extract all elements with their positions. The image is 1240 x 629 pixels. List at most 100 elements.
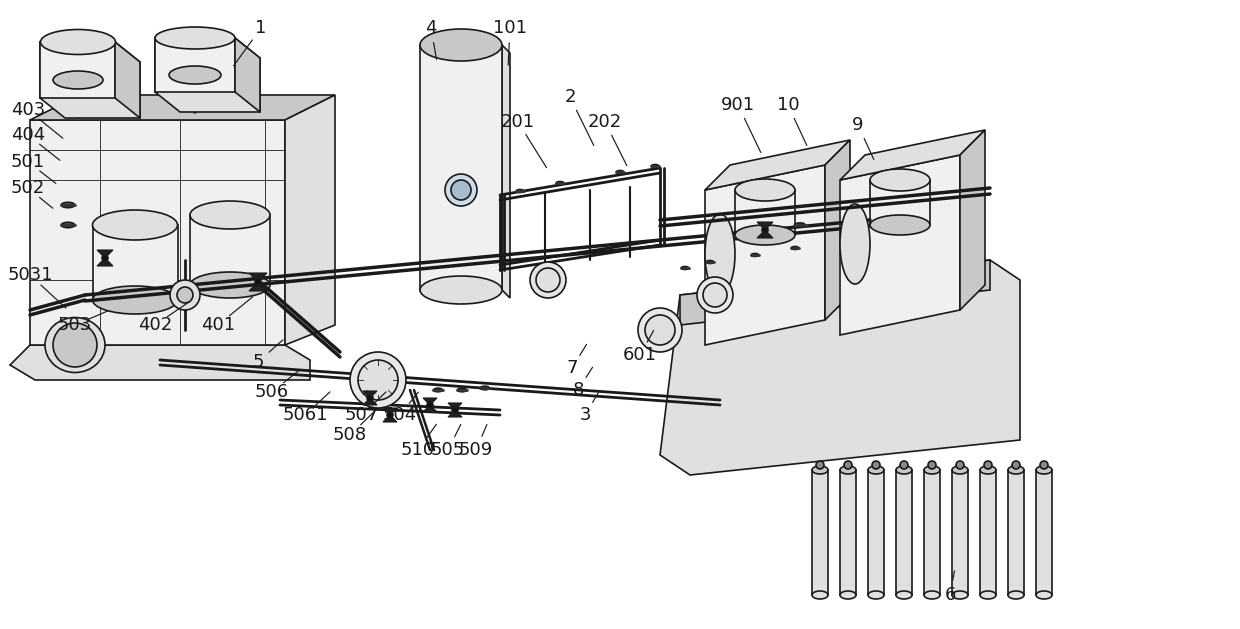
Text: 402: 402 xyxy=(138,316,172,334)
Ellipse shape xyxy=(980,591,996,599)
Ellipse shape xyxy=(1035,591,1052,599)
Circle shape xyxy=(350,352,405,408)
Polygon shape xyxy=(423,405,436,412)
Ellipse shape xyxy=(420,276,502,304)
Text: 509: 509 xyxy=(459,441,494,459)
Ellipse shape xyxy=(868,591,884,599)
Circle shape xyxy=(536,268,560,292)
Circle shape xyxy=(816,461,825,469)
Polygon shape xyxy=(93,225,179,300)
Polygon shape xyxy=(1035,470,1052,595)
Polygon shape xyxy=(924,470,940,595)
Text: 507: 507 xyxy=(345,406,379,424)
Ellipse shape xyxy=(61,203,74,208)
Polygon shape xyxy=(706,140,849,190)
Circle shape xyxy=(639,308,682,352)
Ellipse shape xyxy=(481,386,490,390)
Circle shape xyxy=(985,461,992,469)
Polygon shape xyxy=(285,95,335,345)
Text: 101: 101 xyxy=(494,19,527,37)
Text: 2: 2 xyxy=(564,88,575,106)
Polygon shape xyxy=(812,470,828,595)
Ellipse shape xyxy=(812,591,828,599)
Text: 601: 601 xyxy=(622,346,657,364)
Polygon shape xyxy=(115,42,140,118)
Circle shape xyxy=(358,360,398,400)
Ellipse shape xyxy=(751,253,759,257)
Polygon shape xyxy=(30,95,335,120)
Polygon shape xyxy=(363,391,377,398)
Ellipse shape xyxy=(45,318,105,372)
Ellipse shape xyxy=(839,591,856,599)
Ellipse shape xyxy=(868,466,884,474)
Circle shape xyxy=(697,277,733,313)
Text: 510: 510 xyxy=(401,441,435,459)
Circle shape xyxy=(387,412,393,418)
Text: 504: 504 xyxy=(383,406,417,424)
Ellipse shape xyxy=(169,66,221,84)
Ellipse shape xyxy=(420,29,502,61)
Circle shape xyxy=(844,461,852,469)
Text: 10: 10 xyxy=(776,96,800,114)
Text: 4: 4 xyxy=(425,19,436,37)
Polygon shape xyxy=(363,398,377,405)
Ellipse shape xyxy=(706,214,735,294)
Ellipse shape xyxy=(839,204,870,284)
Circle shape xyxy=(956,461,963,469)
Ellipse shape xyxy=(557,182,564,184)
Circle shape xyxy=(177,287,193,303)
Polygon shape xyxy=(660,260,1021,475)
Polygon shape xyxy=(960,130,985,310)
Ellipse shape xyxy=(516,189,523,192)
Ellipse shape xyxy=(651,165,658,167)
Text: 3: 3 xyxy=(579,406,590,424)
Polygon shape xyxy=(448,403,463,410)
Ellipse shape xyxy=(61,222,74,228)
Polygon shape xyxy=(97,250,113,258)
Circle shape xyxy=(451,180,471,200)
Ellipse shape xyxy=(458,388,466,392)
Polygon shape xyxy=(735,190,795,235)
Text: 202: 202 xyxy=(588,113,622,131)
Text: 1: 1 xyxy=(255,19,267,37)
Text: 7: 7 xyxy=(567,359,578,377)
Text: 9: 9 xyxy=(852,116,864,134)
Text: 404: 404 xyxy=(11,126,45,144)
Ellipse shape xyxy=(1008,466,1024,474)
Polygon shape xyxy=(839,470,856,595)
Polygon shape xyxy=(10,345,310,380)
Text: 5: 5 xyxy=(252,353,264,371)
Ellipse shape xyxy=(980,466,996,474)
Ellipse shape xyxy=(190,272,270,298)
Ellipse shape xyxy=(897,466,911,474)
Polygon shape xyxy=(420,45,502,290)
Ellipse shape xyxy=(952,466,968,474)
Circle shape xyxy=(255,279,260,285)
Polygon shape xyxy=(839,155,960,335)
Text: 503: 503 xyxy=(58,316,92,334)
Ellipse shape xyxy=(839,466,856,474)
Ellipse shape xyxy=(795,223,805,227)
Polygon shape xyxy=(236,38,260,112)
Circle shape xyxy=(453,407,458,413)
Polygon shape xyxy=(249,273,267,282)
Text: 6: 6 xyxy=(945,586,956,604)
Circle shape xyxy=(703,283,727,307)
Ellipse shape xyxy=(93,210,177,240)
Circle shape xyxy=(445,174,477,206)
Circle shape xyxy=(102,255,108,261)
Circle shape xyxy=(645,315,675,345)
Polygon shape xyxy=(155,38,260,112)
Circle shape xyxy=(367,395,373,401)
Polygon shape xyxy=(97,258,113,266)
Text: 5031: 5031 xyxy=(7,266,53,284)
Polygon shape xyxy=(1008,470,1024,595)
Ellipse shape xyxy=(53,71,103,89)
Circle shape xyxy=(1040,461,1048,469)
Text: 403: 403 xyxy=(11,101,45,119)
Polygon shape xyxy=(155,38,236,92)
Ellipse shape xyxy=(616,170,624,174)
Ellipse shape xyxy=(952,591,968,599)
Polygon shape xyxy=(706,165,825,345)
Polygon shape xyxy=(40,42,115,98)
